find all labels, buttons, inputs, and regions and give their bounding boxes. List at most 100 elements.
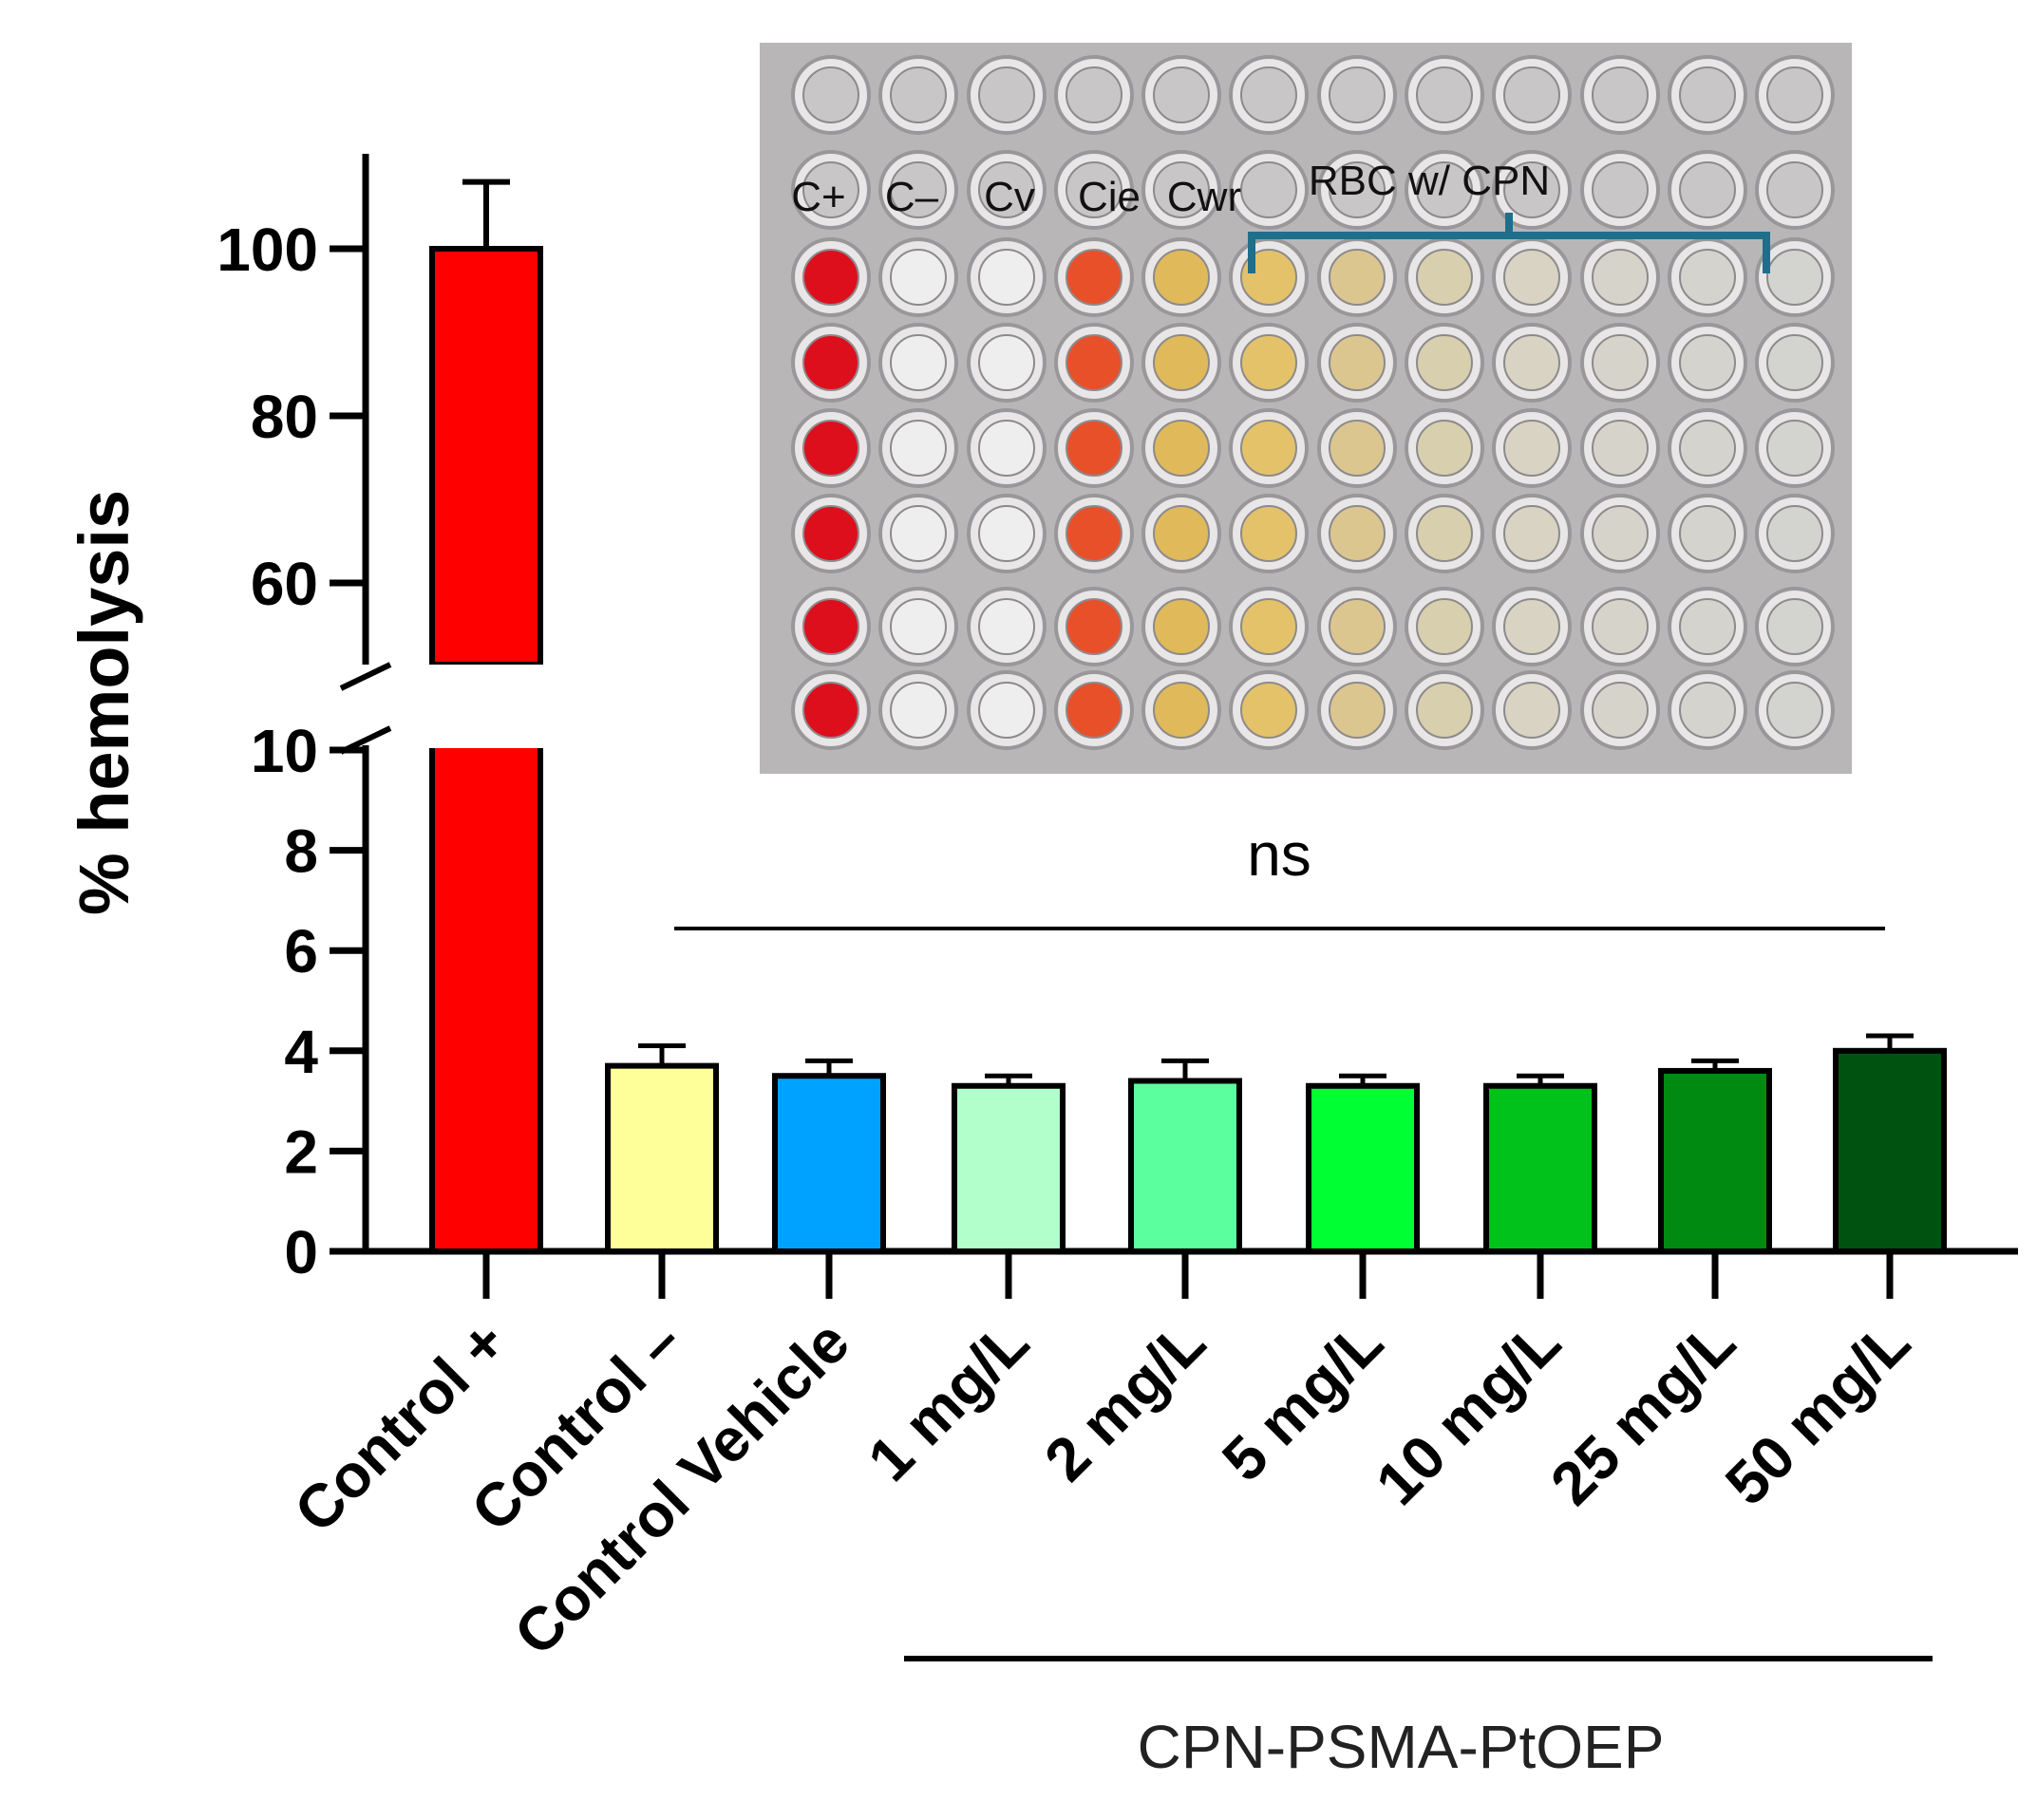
well xyxy=(1329,334,1386,391)
well xyxy=(1329,161,1386,218)
well xyxy=(1240,66,1297,123)
well xyxy=(978,420,1035,477)
y-tick-label: 10 xyxy=(251,717,318,785)
well xyxy=(802,420,859,477)
category-label: 10 mg/L xyxy=(1363,1307,1574,1518)
well xyxy=(1592,66,1649,123)
well xyxy=(1679,334,1736,391)
well xyxy=(1592,420,1649,477)
well xyxy=(1503,505,1560,562)
well xyxy=(1240,420,1297,477)
well xyxy=(1416,682,1473,739)
well xyxy=(1066,66,1122,123)
well xyxy=(802,66,859,123)
y-tick-label: 4 xyxy=(284,1018,318,1086)
well xyxy=(1679,249,1736,306)
well-plate-photo: C+ C– Cv Cie Cwr RBC w/ CPN xyxy=(760,43,1852,774)
well xyxy=(802,598,859,655)
well xyxy=(1766,505,1823,562)
y-tick-label: 6 xyxy=(284,917,318,985)
plate-column-label: Cie xyxy=(1078,174,1141,220)
well xyxy=(1153,598,1210,655)
well xyxy=(890,249,947,306)
well xyxy=(802,334,859,391)
well xyxy=(890,420,947,477)
bar-lower-segment xyxy=(429,742,543,1254)
well xyxy=(1066,334,1122,391)
well xyxy=(1679,161,1736,218)
well xyxy=(1766,682,1823,739)
well xyxy=(1240,682,1297,739)
well xyxy=(1503,682,1560,739)
well xyxy=(1066,682,1122,739)
well xyxy=(978,249,1035,306)
well xyxy=(978,161,1035,218)
bars xyxy=(428,178,1947,1255)
well xyxy=(1503,420,1560,477)
well xyxy=(1679,682,1736,739)
well xyxy=(1066,249,1122,306)
plate-wells xyxy=(791,55,1835,750)
well xyxy=(1766,598,1823,655)
well xyxy=(1503,334,1560,391)
y-tick-label: 80 xyxy=(251,383,318,451)
well xyxy=(1416,334,1473,391)
well xyxy=(1503,66,1560,123)
bar-break-gap xyxy=(428,665,544,748)
well xyxy=(1416,598,1473,655)
bar xyxy=(952,1082,1066,1255)
well xyxy=(1592,334,1649,391)
well xyxy=(1329,682,1386,739)
well xyxy=(890,598,947,655)
well xyxy=(1153,161,1210,218)
well xyxy=(1679,420,1736,477)
well xyxy=(890,334,947,391)
y-tick-label: 100 xyxy=(217,216,318,284)
group-label: CPN-PSMA-PtOEP xyxy=(1138,1713,1665,1781)
bar xyxy=(772,1073,886,1254)
well xyxy=(1066,420,1122,477)
plate-column-label: Cv xyxy=(984,174,1035,220)
bar xyxy=(605,1062,719,1255)
well xyxy=(1153,249,1210,306)
well xyxy=(1066,161,1122,218)
bar xyxy=(1483,1082,1597,1255)
well xyxy=(1240,161,1297,218)
well xyxy=(802,505,859,562)
bar xyxy=(1128,1078,1242,1254)
well xyxy=(1503,249,1560,306)
well xyxy=(1329,249,1386,306)
well xyxy=(1766,161,1823,218)
bar xyxy=(1306,1082,1420,1255)
well xyxy=(1416,161,1473,218)
category-label: 2 mg/L xyxy=(1031,1307,1218,1494)
well xyxy=(1503,598,1560,655)
well xyxy=(1592,249,1649,306)
y-axis-label: % hemolysis xyxy=(65,490,143,915)
well xyxy=(890,682,947,739)
well xyxy=(1066,505,1122,562)
bar xyxy=(429,246,543,667)
well xyxy=(890,161,947,218)
well xyxy=(1153,420,1210,477)
bar xyxy=(1658,1067,1772,1255)
well xyxy=(1766,66,1823,123)
well xyxy=(1503,161,1560,218)
well xyxy=(978,682,1035,739)
y-tick-label: 0 xyxy=(284,1218,318,1286)
well xyxy=(1592,161,1649,218)
well xyxy=(1240,505,1297,562)
well xyxy=(1329,598,1386,655)
well xyxy=(1592,598,1649,655)
category-label: 50 mg/L xyxy=(1712,1307,1923,1518)
well xyxy=(1153,505,1210,562)
well xyxy=(1153,682,1210,739)
plate-column-label: C– xyxy=(885,174,939,220)
well xyxy=(1329,66,1386,123)
well xyxy=(1066,598,1122,655)
well xyxy=(1766,249,1823,306)
well xyxy=(1329,420,1386,477)
plate-column-label: C+ xyxy=(791,174,845,220)
